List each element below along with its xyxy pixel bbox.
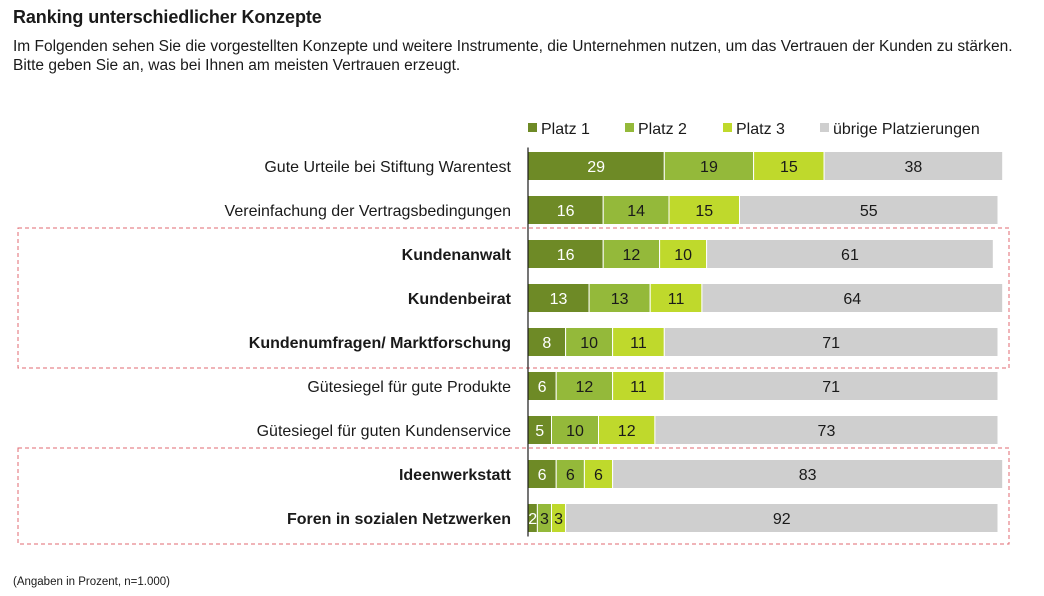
data-label: 10 bbox=[566, 423, 584, 440]
data-label: 64 bbox=[843, 291, 861, 308]
bar-segment bbox=[739, 195, 999, 225]
category-label: Kundenumfragen/ Marktforschung bbox=[249, 335, 511, 352]
data-label: 15 bbox=[780, 159, 798, 176]
data-label: 12 bbox=[618, 423, 636, 440]
bar-segment bbox=[588, 283, 651, 313]
category-label: Gütesiegel für guten Kundenservice bbox=[257, 423, 511, 440]
bar-segment bbox=[649, 283, 703, 313]
bar-segment bbox=[612, 459, 1004, 489]
legend-swatch bbox=[723, 123, 732, 132]
bar-segment bbox=[527, 371, 557, 401]
category-label: Kundenbeirat bbox=[408, 291, 512, 308]
legend-label: Platz 2 bbox=[638, 121, 687, 138]
data-label: 8 bbox=[542, 335, 551, 352]
bar-segment bbox=[612, 327, 665, 357]
bar-segment bbox=[555, 371, 614, 401]
bar-segment bbox=[663, 371, 999, 401]
data-label: 83 bbox=[799, 467, 817, 484]
bar-segment bbox=[565, 503, 999, 533]
data-label: 29 bbox=[587, 159, 605, 176]
legend-swatch bbox=[625, 123, 634, 132]
bar-segment bbox=[823, 151, 1004, 181]
bar-segment bbox=[663, 327, 999, 357]
data-label: 11 bbox=[630, 335, 647, 352]
category-label: Ideenwerkstatt bbox=[399, 467, 512, 484]
data-label: 15 bbox=[695, 203, 713, 220]
data-label: 13 bbox=[611, 291, 629, 308]
data-label: 6 bbox=[538, 379, 547, 396]
bar-segment bbox=[598, 415, 656, 445]
legend-swatch bbox=[528, 123, 537, 132]
chart-title: Ranking unterschiedlicher Konzepte bbox=[13, 7, 322, 27]
bar-segment bbox=[701, 283, 1004, 313]
bar-segment bbox=[706, 239, 994, 269]
bar-segment bbox=[663, 151, 755, 181]
bar-segment bbox=[668, 195, 740, 225]
bar-segment bbox=[527, 459, 557, 489]
data-label: 5 bbox=[535, 423, 544, 440]
chart-subtitle: Im Folgenden sehen Sie die vorgestellten… bbox=[13, 38, 1013, 74]
data-label: 6 bbox=[566, 467, 575, 484]
category-label: Foren in sozialen Netzwerken bbox=[287, 511, 511, 528]
data-label: 13 bbox=[550, 291, 568, 308]
data-label: 71 bbox=[822, 379, 840, 396]
data-label: 71 bbox=[822, 335, 840, 352]
bar-segment bbox=[527, 195, 604, 225]
data-label: 14 bbox=[627, 203, 645, 220]
data-label: 11 bbox=[668, 291, 685, 308]
data-label: 12 bbox=[623, 247, 641, 264]
data-label: 38 bbox=[905, 159, 923, 176]
data-label: 16 bbox=[557, 247, 575, 264]
bar-segment bbox=[527, 283, 590, 313]
legend-label: Platz 1 bbox=[541, 121, 590, 138]
bar-segment bbox=[753, 151, 825, 181]
data-label: 92 bbox=[773, 511, 791, 528]
data-label: 12 bbox=[576, 379, 594, 396]
data-label: 6 bbox=[594, 467, 603, 484]
category-label: Gütesiegel für gute Produkte bbox=[307, 379, 511, 396]
highlight-box bbox=[17, 447, 1010, 545]
footnote: (Angaben in Prozent, n=1.000) bbox=[13, 576, 170, 588]
bar-segment bbox=[565, 327, 614, 357]
legend-label: übrige Platzierungen bbox=[833, 121, 980, 138]
data-label: 3 bbox=[540, 511, 549, 528]
data-label: 11 bbox=[630, 379, 647, 396]
legend-label: Platz 3 bbox=[736, 121, 785, 138]
bar-segment bbox=[602, 195, 670, 225]
category-label: Gute Urteile bei Stiftung Warentest bbox=[264, 159, 511, 176]
data-label: 10 bbox=[674, 247, 692, 264]
data-label: 55 bbox=[860, 203, 878, 220]
bar-segment bbox=[602, 239, 661, 269]
highlight-box bbox=[17, 227, 1010, 369]
data-label: 61 bbox=[841, 247, 859, 264]
category-label: Kundenanwalt bbox=[402, 247, 512, 264]
data-label: 3 bbox=[554, 511, 563, 528]
bar-segment bbox=[583, 459, 614, 489]
data-label: 19 bbox=[700, 159, 718, 176]
data-label: 2 bbox=[528, 511, 537, 528]
bar-segment bbox=[551, 415, 599, 445]
data-label: 6 bbox=[538, 467, 547, 484]
data-label: 10 bbox=[580, 335, 598, 352]
data-label: 16 bbox=[557, 203, 575, 220]
bar-segment bbox=[654, 415, 999, 445]
legend-swatch bbox=[820, 123, 829, 132]
category-label: Vereinfachung der Vertragsbedingungen bbox=[225, 203, 511, 220]
data-label: 73 bbox=[818, 423, 836, 440]
bar-segment bbox=[612, 371, 665, 401]
